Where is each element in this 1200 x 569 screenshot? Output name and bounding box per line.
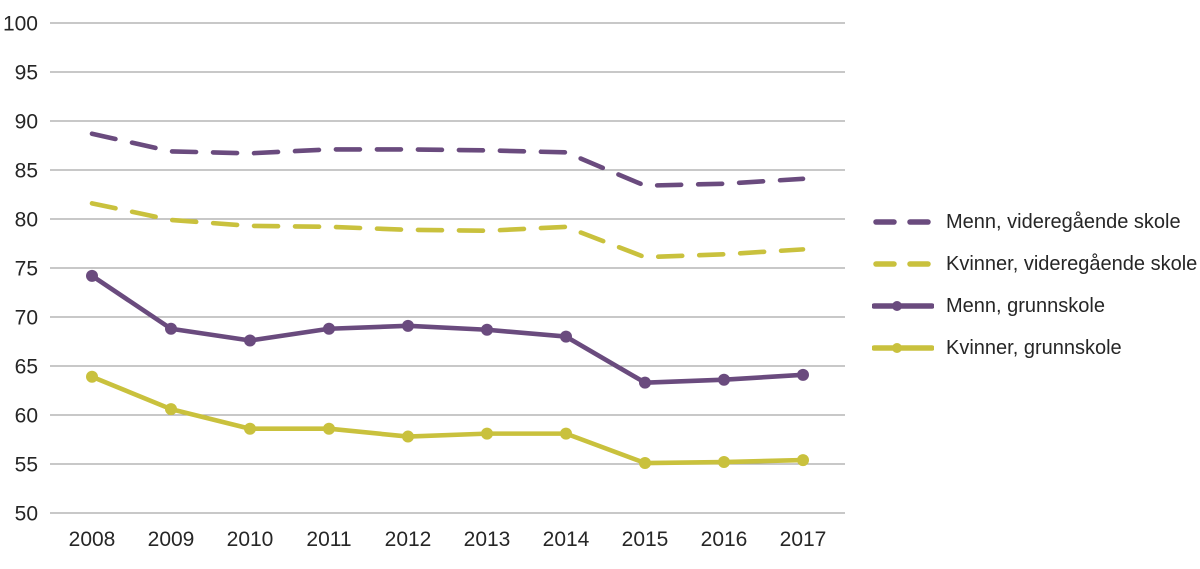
y-tick-label: 95: [15, 62, 38, 85]
dashed-line-swatch-icon: [873, 219, 933, 225]
y-tick-label: 60: [15, 405, 38, 428]
solid-line-marker-swatch-icon: [872, 301, 934, 311]
legend-item-kvinner-videregaende: Kvinner, videregående skole: [872, 243, 1197, 285]
data-point-marker: [797, 368, 809, 381]
data-point-marker: [560, 427, 572, 440]
data-point-marker: [323, 422, 335, 435]
series-line-menn-grunnskole: [90, 273, 804, 385]
x-tick-label: 2017: [780, 528, 827, 551]
data-point-marker: [165, 322, 177, 335]
series-line-menn-videreg-ende-skole: [89, 131, 806, 188]
data-point-marker: [481, 427, 493, 440]
y-tick-label: 100: [3, 13, 38, 36]
series-line-kvinner-grunnskole: [91, 374, 804, 466]
series-menn-videreg-ende-skole: [89, 131, 806, 188]
data-point-marker: [560, 330, 572, 343]
x-tick-label: 2011: [306, 528, 351, 551]
gridlines: [50, 22, 845, 514]
legend: Menn, videregående skole Kvinner, videre…: [872, 201, 1197, 369]
series-menn-grunnskole: [86, 269, 809, 389]
x-tick-label: 2012: [385, 528, 432, 551]
data-point-marker: [402, 430, 414, 443]
x-tick-label: 2015: [622, 528, 669, 551]
legend-label: Menn, grunnskole: [946, 294, 1105, 317]
data-point-marker: [165, 403, 177, 416]
legend-label: Menn, videregående skole: [946, 210, 1181, 233]
data-point-marker: [244, 334, 256, 347]
legend-item-menn-grunnskole: Menn, grunnskole: [872, 285, 1197, 327]
legend-item-menn-videregaende: Menn, videregående skole: [872, 201, 1197, 243]
x-tick-label: 2010: [227, 528, 274, 551]
y-tick-label: 65: [15, 356, 38, 379]
solid-line-marker-swatch-icon: [872, 343, 934, 353]
y-tick-label: 55: [15, 454, 38, 477]
y-tick-label: 50: [15, 503, 38, 526]
y-axis-labels: 50 55 60 65 70 75 80 85 90 95 100: [3, 13, 38, 526]
data-point-marker: [797, 454, 809, 467]
y-tick-label: 75: [15, 258, 38, 281]
data-point-marker: [323, 322, 335, 335]
x-tick-label: 2016: [701, 528, 748, 551]
dashed-line-swatch-icon: [873, 261, 933, 267]
data-point-marker: [718, 456, 730, 469]
data-point-marker: [639, 457, 651, 470]
x-tick-label: 2014: [543, 528, 590, 551]
legend-label: Kvinner, videregående skole: [946, 252, 1198, 275]
y-tick-label: 70: [15, 307, 38, 330]
x-tick-label: 2009: [148, 528, 195, 551]
data-point-marker: [718, 373, 730, 386]
data-point-marker: [639, 376, 651, 389]
series-line-kvinner-videreg-ende-skole: [89, 201, 806, 260]
series-kvinner-videreg-ende-skole: [89, 201, 806, 260]
x-axis-labels: 2008 2009 2010 2011 2012 2013 2014 2015 2016 2017: [69, 528, 827, 551]
legend-label: Kvinner, grunnskole: [946, 336, 1122, 359]
y-tick-label: 80: [15, 209, 38, 232]
data-point-marker: [481, 323, 493, 336]
series-kvinner-grunnskole: [86, 370, 809, 470]
data-point-marker: [402, 319, 414, 332]
x-tick-label: 2008: [69, 528, 116, 551]
data-point-marker: [244, 422, 256, 435]
data-point-marker: [86, 269, 98, 282]
legend-item-kvinner-grunnskole: Kvinner, grunnskole: [872, 327, 1197, 369]
y-tick-label: 85: [15, 160, 38, 183]
x-tick-label: 2013: [464, 528, 511, 551]
y-tick-label: 90: [15, 111, 38, 134]
data-point-marker: [86, 370, 98, 383]
